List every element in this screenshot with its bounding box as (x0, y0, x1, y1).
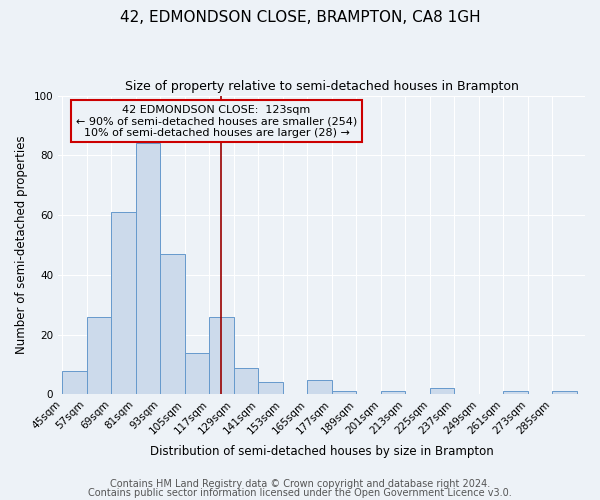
Bar (430, 388, 454, 394)
Bar (111, 212, 136, 394)
Text: Contains HM Land Registry data © Crown copyright and database right 2024.: Contains HM Land Registry data © Crown c… (110, 479, 490, 489)
Text: 42, EDMONDSON CLOSE, BRAMPTON, CA8 1GH: 42, EDMONDSON CLOSE, BRAMPTON, CA8 1GH (119, 10, 481, 25)
Bar (185, 352, 209, 395)
Bar (87, 316, 111, 394)
Bar (62, 370, 86, 394)
Bar (234, 368, 258, 394)
Bar (209, 316, 233, 394)
Bar (503, 392, 527, 394)
Bar (332, 392, 356, 394)
Bar (307, 380, 332, 394)
Bar (553, 392, 577, 394)
Text: 42 EDMONDSON CLOSE:  123sqm
← 90% of semi-detached houses are smaller (254)
10% : 42 EDMONDSON CLOSE: 123sqm ← 90% of semi… (76, 104, 357, 138)
Bar (160, 254, 185, 394)
Title: Size of property relative to semi-detached houses in Brampton: Size of property relative to semi-detach… (125, 80, 518, 93)
Text: Contains public sector information licensed under the Open Government Licence v3: Contains public sector information licen… (88, 488, 512, 498)
Bar (381, 392, 405, 394)
Y-axis label: Number of semi-detached properties: Number of semi-detached properties (15, 136, 28, 354)
X-axis label: Distribution of semi-detached houses by size in Brampton: Distribution of semi-detached houses by … (149, 444, 493, 458)
Bar (136, 144, 160, 394)
Bar (259, 382, 283, 394)
